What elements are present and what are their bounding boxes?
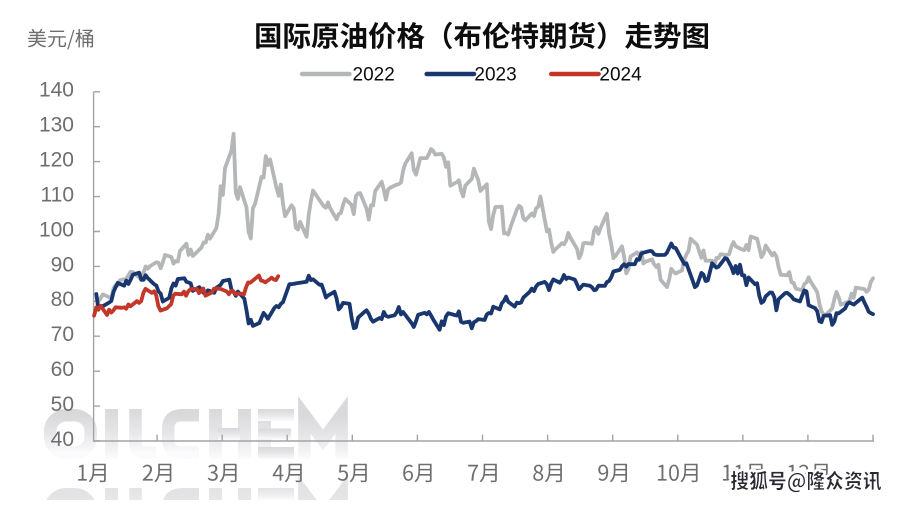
svg-text:110: 110 — [41, 184, 74, 207]
svg-text:100: 100 — [39, 218, 74, 241]
svg-text:50: 50 — [51, 393, 74, 416]
svg-text:2022: 2022 — [353, 65, 395, 86]
svg-text:130: 130 — [39, 114, 74, 137]
svg-text:90: 90 — [51, 253, 74, 276]
svg-text:80: 80 — [51, 288, 74, 311]
svg-text:2024: 2024 — [599, 65, 642, 86]
svg-text:140: 140 — [39, 79, 74, 102]
svg-text:2023: 2023 — [474, 65, 516, 86]
svg-text:70: 70 — [51, 323, 74, 346]
svg-text:120: 120 — [39, 149, 74, 172]
svg-text:40: 40 — [51, 428, 74, 451]
svg-text:60: 60 — [51, 358, 74, 381]
